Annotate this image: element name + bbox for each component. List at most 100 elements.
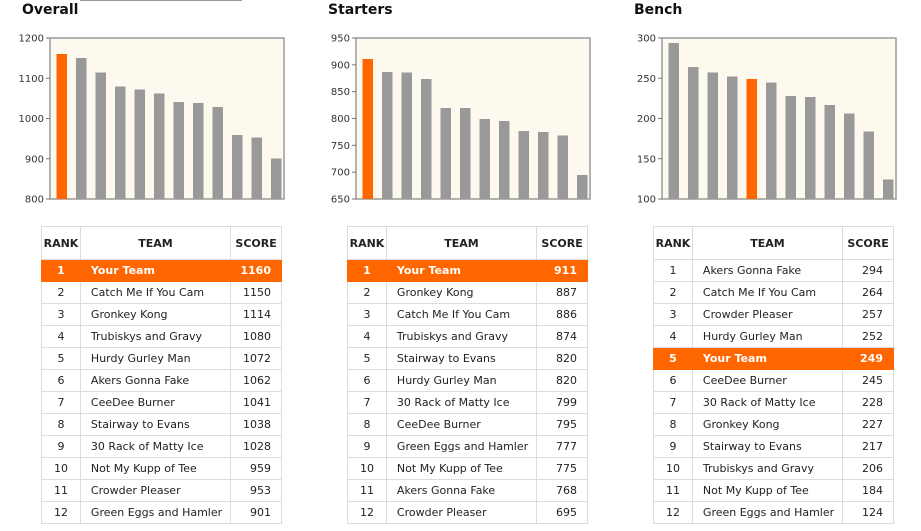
team-cell: Crowder Pleaser: [385, 501, 538, 524]
score-column-header: SCORE: [842, 226, 894, 260]
table-row: 5 Your Team 249: [653, 347, 894, 370]
table-row: 6 Hurdy Gurley Man 820: [347, 369, 588, 392]
rank-cell: 7: [347, 391, 387, 414]
bar: [56, 54, 68, 199]
table-row: 4 Trubiskys and Gravy 1080: [41, 325, 282, 348]
rank-cell: 11: [347, 479, 387, 502]
team-cell: 30 Rack of Matty Ice: [691, 391, 844, 414]
score-cell: 227: [842, 413, 894, 436]
rank-cell: 5: [41, 347, 81, 370]
bar: [765, 82, 777, 199]
team-cell: Catch Me If You Cam: [691, 281, 844, 304]
rank-cell: 1: [347, 259, 387, 282]
rank-cell: 4: [41, 325, 81, 348]
bar: [882, 179, 894, 199]
rank-cell: 8: [347, 413, 387, 436]
overall-bar-chart: 800 900 1000 1100 1200: [19, 34, 285, 206]
bar: [192, 103, 204, 199]
rank-cell: 11: [653, 479, 693, 502]
rank-cell: 12: [41, 501, 81, 524]
table-row: 3 Gronkey Kong 1114: [41, 303, 282, 326]
y-tick-label: 900: [25, 154, 44, 165]
table-row: 9 Green Eggs and Hamler 777: [347, 435, 588, 458]
bar: [687, 66, 699, 199]
plot-area: [49, 37, 285, 200]
team-cell: Green Eggs and Hamler: [691, 501, 844, 524]
table-row: 11 Not My Kupp of Tee 184: [653, 479, 894, 502]
table-row: 7 30 Rack of Matty Ice 799: [347, 391, 588, 414]
team-cell: Gronkey Kong: [79, 303, 232, 326]
table-header-row: RANK TEAM SCORE: [347, 226, 588, 260]
team-cell: Green Eggs and Hamler: [79, 501, 232, 524]
score-cell: 1038: [230, 413, 282, 436]
table-row: 5 Hurdy Gurley Man 1072: [41, 347, 282, 370]
starters-panel: Starters 650 700 750 800 850 900 950 RANK TEAM…: [306, 0, 591, 531]
starters-rank-table: RANK TEAM SCORE 1 Your Team 911 2 Gronkey Ko…: [347, 226, 588, 524]
team-cell: Gronkey Kong: [691, 413, 844, 436]
score-column-header: SCORE: [536, 226, 588, 260]
bar: [479, 119, 491, 199]
table-row: 8 Gronkey Kong 227: [653, 413, 894, 436]
score-cell: 768: [536, 479, 588, 502]
rank-cell: 9: [41, 435, 81, 458]
team-cell: Hurdy Gurley Man: [385, 369, 538, 392]
table-row: 10 Trubiskys and Gravy 206: [653, 457, 894, 480]
rank-cell: 6: [653, 369, 693, 392]
y-tick-label: 1200: [19, 34, 44, 45]
rank-cell: 4: [653, 325, 693, 348]
team-cell: 30 Rack of Matty Ice: [385, 391, 538, 414]
table-row: 2 Gronkey Kong 887: [347, 281, 588, 304]
starters-chart-title: Starters: [328, 2, 393, 18]
rank-cell: 7: [653, 391, 693, 414]
team-cell: Catch Me If You Cam: [79, 281, 232, 304]
rank-cell: 10: [41, 457, 81, 480]
bar: [381, 71, 393, 199]
rank-cell: 12: [653, 501, 693, 524]
team-cell: Hurdy Gurley Man: [691, 325, 844, 348]
bar: [75, 58, 87, 199]
score-cell: 257: [842, 303, 894, 326]
team-cell: Green Eggs and Hamler: [385, 435, 538, 458]
rank-cell: 3: [347, 303, 387, 326]
y-tick-label: 800: [25, 195, 44, 206]
score-cell: 799: [536, 391, 588, 414]
team-cell: Trubiskys and Gravy: [691, 457, 844, 480]
score-cell: 874: [536, 325, 588, 348]
score-cell: 695: [536, 501, 588, 524]
table-row: 7 30 Rack of Matty Ice 228: [653, 391, 894, 414]
team-cell: Stairway to Evans: [79, 413, 232, 436]
bench-rank-table: RANK TEAM SCORE 1 Akers Gonna Fake 294 2 Cat…: [653, 226, 894, 524]
rank-cell: 5: [653, 347, 693, 370]
team-cell: Akers Gonna Fake: [79, 369, 232, 392]
score-cell: 1062: [230, 369, 282, 392]
bar: [134, 89, 146, 199]
score-cell: 249: [842, 347, 894, 370]
bar: [557, 135, 569, 199]
table-row: 5 Stairway to Evans 820: [347, 347, 588, 370]
table-row: 1 Akers Gonna Fake 294: [653, 259, 894, 282]
bar: [668, 42, 680, 199]
score-cell: 820: [536, 369, 588, 392]
bar: [518, 130, 530, 199]
bar: [231, 135, 243, 199]
bar: [95, 72, 107, 199]
y-tick-label: 250: [637, 74, 656, 85]
team-column-header: TEAM: [691, 226, 844, 260]
score-cell: 953: [230, 479, 282, 502]
table-row: 3 Catch Me If You Cam 886: [347, 303, 588, 326]
overall-panel: Overall 800 900 1000 1100 1200 RANK TEAM SCO…: [0, 0, 285, 531]
bench-chart-title: Bench: [634, 2, 683, 18]
bar: [746, 79, 758, 199]
score-cell: 959: [230, 457, 282, 480]
score-column-header: SCORE: [230, 226, 282, 260]
y-tick-label: 100: [637, 195, 656, 206]
score-cell: 775: [536, 457, 588, 480]
rank-column-header: RANK: [653, 226, 693, 260]
bar: [114, 86, 126, 199]
score-cell: 206: [842, 457, 894, 480]
team-cell: Hurdy Gurley Man: [79, 347, 232, 370]
rank-cell: 6: [347, 369, 387, 392]
bar: [576, 174, 588, 199]
score-cell: 264: [842, 281, 894, 304]
